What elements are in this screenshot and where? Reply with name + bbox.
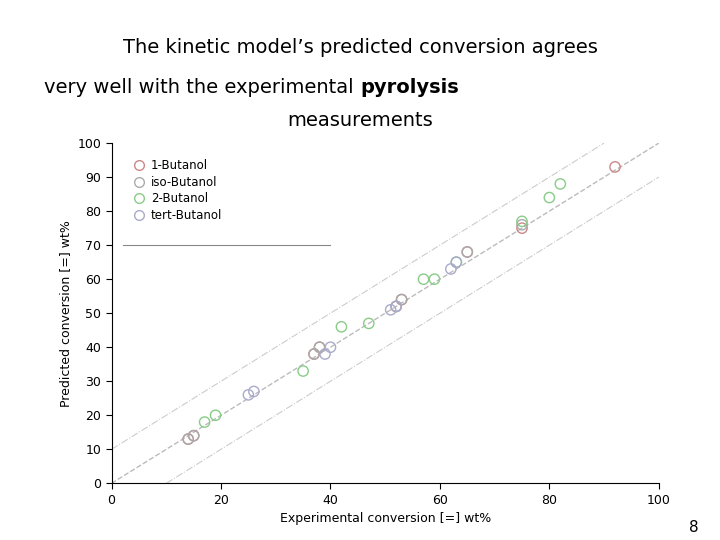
- Point: [182, 435, 194, 443]
- Point: [182, 435, 194, 443]
- Point: [336, 322, 347, 331]
- Text: 8: 8: [689, 519, 698, 535]
- Point: [188, 431, 199, 440]
- Point: [462, 248, 473, 256]
- Point: [308, 350, 320, 359]
- Point: [308, 350, 320, 359]
- Y-axis label: Predicted conversion [=] wt%: Predicted conversion [=] wt%: [59, 220, 72, 407]
- Text: measurements: measurements: [287, 111, 433, 130]
- Point: [554, 180, 566, 188]
- Text: very well with the experimental: very well with the experimental: [44, 78, 360, 97]
- Point: [451, 258, 462, 267]
- Point: [210, 411, 221, 420]
- Point: [385, 306, 397, 314]
- Point: [396, 295, 408, 304]
- X-axis label: Experimental conversion [=] wt%: Experimental conversion [=] wt%: [279, 512, 491, 525]
- Point: [445, 265, 456, 273]
- Point: [516, 224, 528, 232]
- Point: [199, 418, 210, 427]
- Point: [451, 258, 462, 267]
- Legend: 1-Butanol, iso-Butanol, 2-Butanol, tert-Butanol: 1-Butanol, iso-Butanol, 2-Butanol, tert-…: [128, 156, 226, 226]
- Point: [297, 367, 309, 375]
- Point: [516, 217, 528, 226]
- Point: [248, 387, 260, 396]
- Point: [390, 302, 402, 310]
- Point: [609, 163, 621, 171]
- Point: [390, 302, 402, 310]
- Point: [396, 295, 408, 304]
- Point: [314, 343, 325, 352]
- Point: [418, 275, 429, 284]
- Point: [243, 390, 254, 399]
- Point: [516, 220, 528, 229]
- Point: [363, 319, 374, 328]
- Point: [325, 343, 336, 352]
- Point: [314, 343, 325, 352]
- Text: The kinetic model’s predicted conversion agrees: The kinetic model’s predicted conversion…: [122, 38, 598, 57]
- Point: [390, 302, 402, 310]
- Point: [544, 193, 555, 202]
- Point: [188, 431, 199, 440]
- Text: pyrolysis: pyrolysis: [360, 78, 459, 97]
- Point: [319, 350, 330, 359]
- Point: [462, 248, 473, 256]
- Point: [428, 275, 440, 284]
